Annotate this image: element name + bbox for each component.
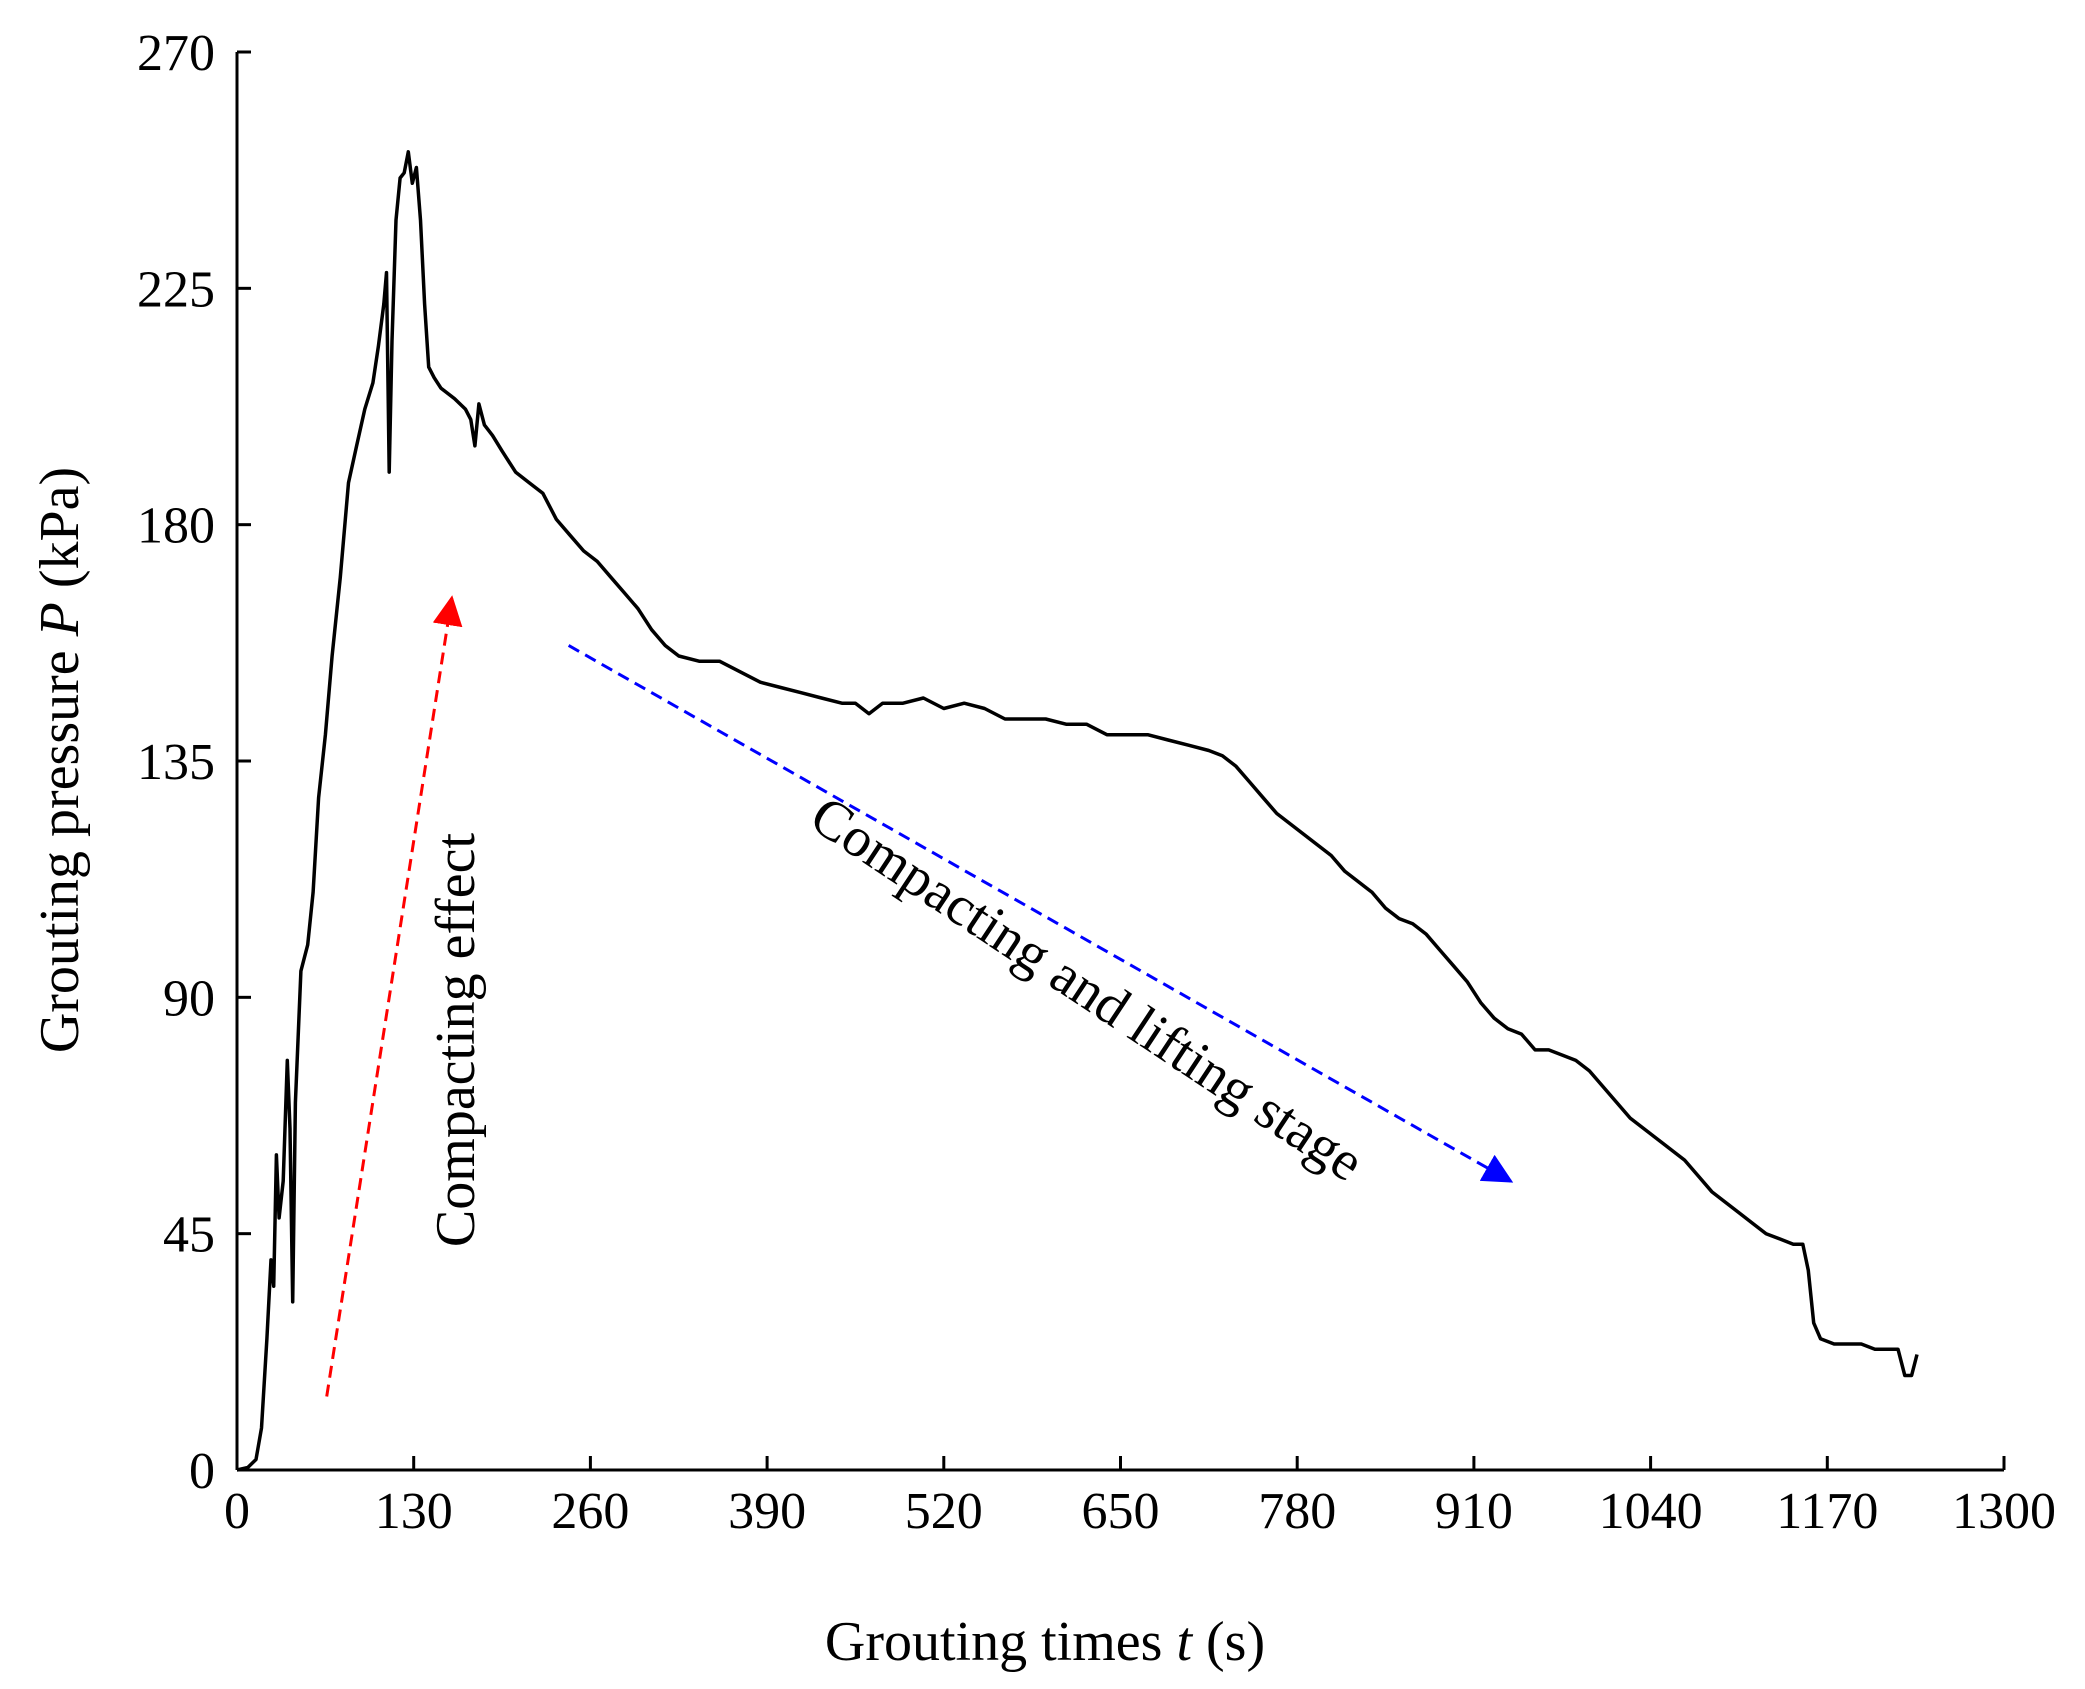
x-tick-label: 130 xyxy=(375,1483,453,1540)
x-tick-label: 1040 xyxy=(1599,1483,1703,1540)
x-axis-ticks: 0 130 260 390 520 650 780 910 1040 1170 1300 xyxy=(224,1456,2056,1540)
x-tick-label: 780 xyxy=(1258,1483,1336,1540)
x-tick-label: 1170 xyxy=(1776,1483,1878,1540)
y-tick-label: 270 xyxy=(137,25,215,82)
x-axis-title: Grouting times t (s) xyxy=(825,1611,1265,1673)
y-tick-label: 225 xyxy=(137,261,215,318)
x-tick-label: 0 xyxy=(224,1483,250,1540)
x-tick-label: 390 xyxy=(728,1483,806,1540)
annotation-compacting-and-lifting-stage: Compacting and lifting stage xyxy=(799,784,1374,1194)
x-tick-label: 1300 xyxy=(1952,1483,2056,1540)
y-axis-ticks: 0 45 90 135 180 225 270 xyxy=(137,25,251,1500)
x-tick-label: 650 xyxy=(1082,1483,1160,1540)
annotation-arrow-compacting-effect xyxy=(325,595,463,1397)
y-tick-label: 135 xyxy=(137,734,215,791)
x-tick-label: 520 xyxy=(905,1483,983,1540)
annotation-arrow-lifting-stage xyxy=(567,644,1514,1183)
y-tick-label: 45 xyxy=(163,1207,215,1264)
y-axis-title: Grouting pressure P (kPa) xyxy=(29,467,91,1053)
annotation-compacting-effect: Compacting effect xyxy=(425,832,487,1247)
y-tick-label: 0 xyxy=(189,1443,215,1500)
series-line-grouting-pressure xyxy=(236,150,1919,1472)
y-tick-label: 180 xyxy=(137,498,215,555)
x-tick-label: 260 xyxy=(551,1483,629,1540)
y-tick-label: 90 xyxy=(163,970,215,1027)
x-tick-label: 910 xyxy=(1435,1483,1513,1540)
